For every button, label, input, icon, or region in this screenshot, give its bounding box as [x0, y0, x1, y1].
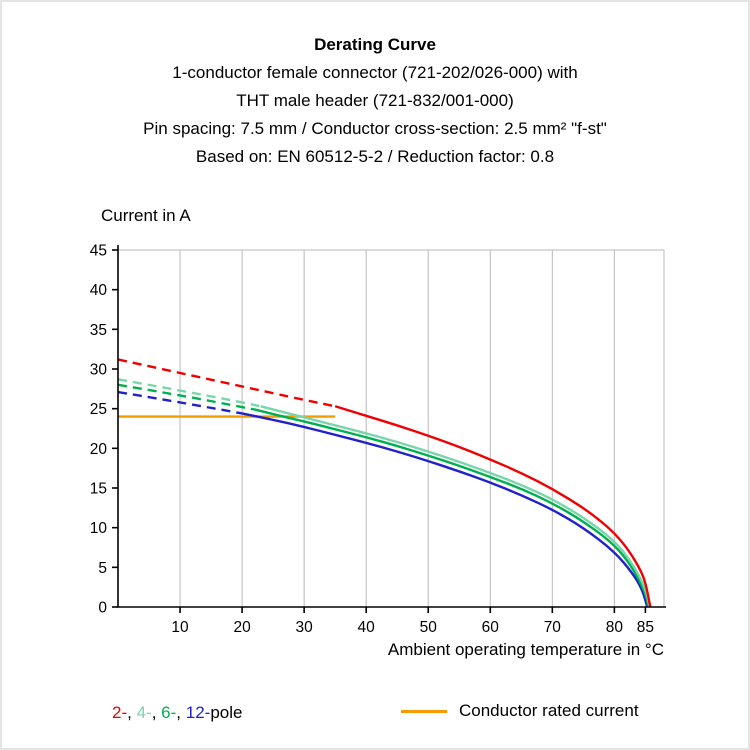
legend-pole-suffix: pole	[210, 703, 243, 722]
chart-header: Derating Curve 1-conductor female connec…	[2, 31, 748, 171]
legend-separator: ,	[127, 703, 137, 722]
y-tick-label: 10	[90, 520, 108, 537]
curve-4-pole-solid	[260, 405, 651, 608]
curve-12-pole-solid	[241, 412, 649, 608]
subtitle-line-3: Pin spacing: 7.5 mm / Conductor cross-se…	[143, 119, 607, 138]
x-tick-label: 70	[544, 619, 562, 636]
legend-pole-label: 2-	[112, 703, 128, 722]
x-tick-label: 40	[358, 619, 376, 636]
y-tick-label: 35	[90, 322, 107, 339]
y-tick-label: 5	[98, 560, 107, 577]
y-tick-label: 0	[98, 600, 107, 617]
pole-legend: 2-, 4-, 6-, 12-pole	[112, 703, 242, 723]
curve-4-pole-dashed	[117, 378, 261, 408]
y-tick-label: 20	[90, 441, 108, 458]
rated-current-legend: Conductor rated current	[401, 701, 639, 721]
curve-2-pole-solid	[334, 405, 652, 608]
x-axis-title: Ambient operating temperature in °C	[387, 640, 664, 659]
y-tick-label: 45	[90, 243, 107, 260]
rated-current-label: Conductor rated current	[459, 701, 639, 720]
rated-current-swatch	[401, 709, 447, 713]
curve-6-pole-dashed	[117, 383, 255, 411]
subtitle-line-1: 1-conductor female connector (721-202/02…	[172, 63, 578, 82]
legend-pole-label: 12-	[185, 703, 211, 722]
y-tick-label: 40	[90, 282, 108, 299]
x-tick-label: 60	[482, 619, 500, 636]
legend-pole-label: 6-	[161, 703, 177, 722]
curve-12-pole-dashed	[117, 390, 243, 415]
curve-6-pole-solid	[254, 408, 650, 608]
y-tick-label: 30	[90, 362, 108, 379]
y-tick-label: 25	[90, 401, 107, 418]
subtitle-line-2: THT male header (721-832/001-000)	[236, 91, 514, 110]
subtitle-line-4: Based on: EN 60512-5-2 / Reduction facto…	[195, 147, 555, 166]
legend-pole-label: 4-	[136, 703, 152, 722]
curve-2-pole-dashed	[117, 358, 336, 408]
x-tick-label: 85	[637, 619, 654, 636]
y-tick-label: 15	[90, 481, 107, 498]
x-tick-label: 30	[296, 619, 314, 636]
chart-title: Derating Curve	[314, 35, 436, 54]
x-tick-label: 20	[233, 619, 251, 636]
legend-separator: ,	[176, 703, 186, 722]
x-tick-label: 80	[606, 619, 624, 636]
x-tick-label: 10	[171, 619, 189, 636]
y-axis-title: Current in A	[101, 206, 191, 225]
legend-separator: ,	[151, 703, 162, 722]
x-tick-label: 50	[420, 619, 438, 636]
